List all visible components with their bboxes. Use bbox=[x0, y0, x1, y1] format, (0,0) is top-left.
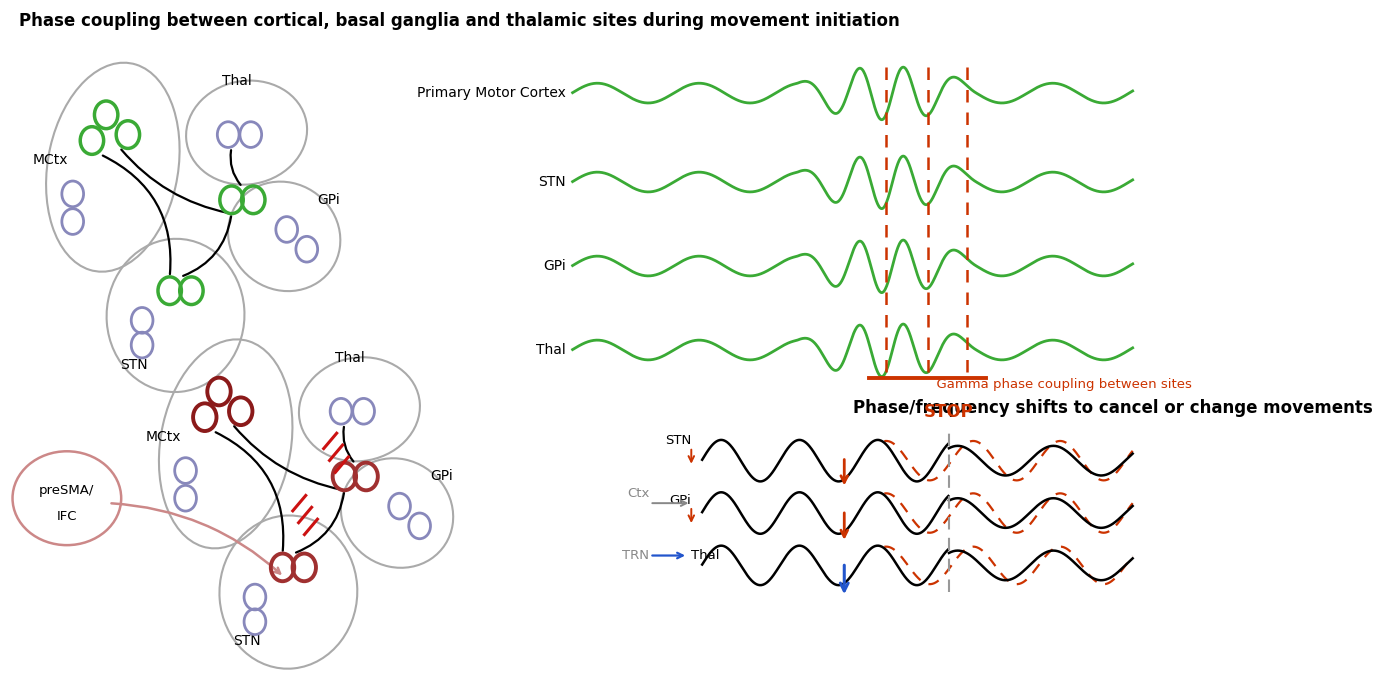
Text: IFC: IFC bbox=[56, 510, 77, 522]
Text: MCtx: MCtx bbox=[32, 153, 67, 167]
Text: GPi: GPi bbox=[543, 259, 566, 273]
Text: MCtx: MCtx bbox=[146, 430, 181, 444]
Text: STN: STN bbox=[120, 358, 147, 372]
Text: Thal: Thal bbox=[335, 351, 364, 365]
Text: Ctx: Ctx bbox=[627, 486, 650, 500]
Text: Thal: Thal bbox=[221, 74, 252, 88]
Text: Thal: Thal bbox=[536, 343, 566, 357]
Text: STN: STN bbox=[538, 175, 566, 189]
Text: GPi: GPi bbox=[430, 470, 452, 484]
Text: TRN: TRN bbox=[623, 549, 650, 562]
Text: Thal: Thal bbox=[692, 549, 720, 562]
Text: GPi: GPi bbox=[669, 494, 692, 507]
Text: STOP: STOP bbox=[924, 403, 973, 421]
Text: preSMA/: preSMA/ bbox=[39, 484, 95, 497]
Text: Gamma phase coupling between sites: Gamma phase coupling between sites bbox=[928, 378, 1191, 391]
Text: GPi: GPi bbox=[318, 193, 340, 206]
Text: STN: STN bbox=[665, 435, 692, 447]
Text: Primary Motor Cortex: Primary Motor Cortex bbox=[417, 86, 566, 100]
Text: Phase/frequency shifts to cancel or change movements: Phase/frequency shifts to cancel or chan… bbox=[853, 400, 1372, 417]
Text: STN: STN bbox=[232, 634, 260, 648]
Text: Phase coupling between cortical, basal ganglia and thalamic sites during movemen: Phase coupling between cortical, basal g… bbox=[20, 12, 900, 30]
